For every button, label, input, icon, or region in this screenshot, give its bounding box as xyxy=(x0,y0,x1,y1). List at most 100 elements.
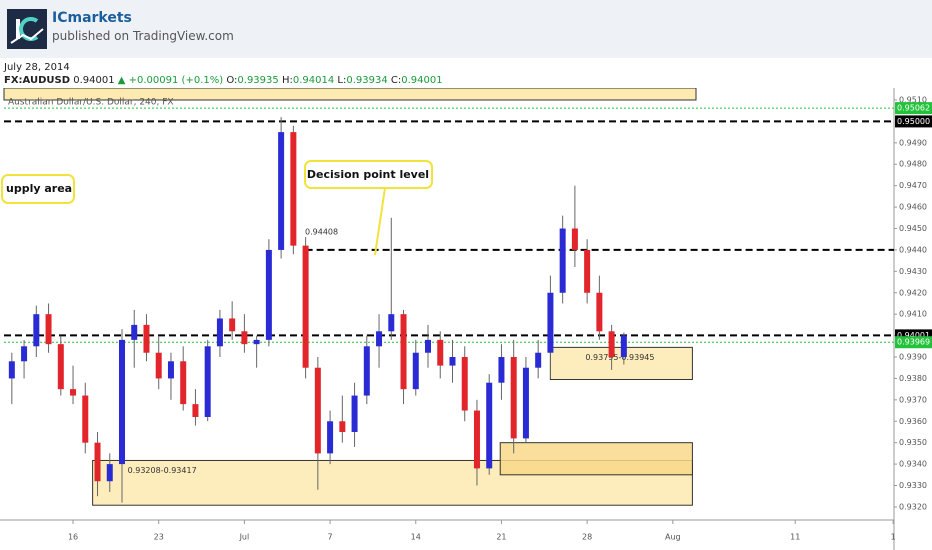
candle-body xyxy=(131,324,138,340)
candle-body xyxy=(167,361,174,379)
y-tick-label: 0.9350 xyxy=(899,438,927,447)
candle-body xyxy=(437,339,444,366)
y-tick-label: 0.9490 xyxy=(899,138,927,147)
y-tick-label: 0.9470 xyxy=(899,181,927,190)
zone-label: 0.93208-0.93417 xyxy=(128,466,197,475)
y-tick-label: 0.9320 xyxy=(899,502,927,511)
candle-body xyxy=(253,339,260,345)
logo[interactable] xyxy=(7,9,47,49)
candle-body xyxy=(241,331,248,345)
x-tick-label: Aug xyxy=(665,533,681,542)
candle-body xyxy=(265,249,272,340)
candle-body xyxy=(94,442,101,482)
y-tick-label: 0.9450 xyxy=(899,224,927,233)
x-tick-label: 28 xyxy=(582,533,592,542)
candle-body xyxy=(155,352,162,379)
candle-body xyxy=(45,314,52,345)
candle-body xyxy=(400,314,407,390)
last: 0.94001 xyxy=(73,75,115,86)
callout-text: Decision point level xyxy=(307,168,429,181)
candle-body xyxy=(376,331,383,347)
y-tick-label: 0.9380 xyxy=(899,374,927,383)
candle-body xyxy=(584,249,591,293)
ticker: FX:AUDUSD 0.94001 ▲ +0.00091 (+0.1%) O:0… xyxy=(4,75,443,86)
price-tag-label: 0.95000 xyxy=(897,117,930,126)
candle-body xyxy=(21,346,28,362)
candle-body xyxy=(535,352,542,368)
candle-body xyxy=(57,344,64,390)
brand[interactable]: ICmarkets xyxy=(52,10,132,26)
candle-body xyxy=(8,361,15,379)
x-tick-label: 1 xyxy=(891,533,896,542)
date: July 28, 2014 xyxy=(4,62,70,73)
header: ICmarkets published on TradingView.com xyxy=(0,0,932,58)
candle-body xyxy=(473,410,480,469)
chart: 0.9320 0.9330 0.9340 0.9350 0.9360 0.9370 0.93… xyxy=(0,88,932,550)
value: 0.93934 xyxy=(346,75,388,86)
candle-body xyxy=(229,318,236,332)
label: O: xyxy=(226,75,238,86)
x-tick-label: 23 xyxy=(154,533,164,542)
symbol: FX:AUDUSD xyxy=(4,75,71,86)
candle-body xyxy=(118,339,125,465)
candle-body xyxy=(351,395,358,432)
x-tick-label: 7 xyxy=(328,533,333,542)
candle-body xyxy=(204,346,211,417)
y-tick-label: 0.9460 xyxy=(899,203,927,212)
x-tick-label: 14 xyxy=(411,533,421,542)
value: 0.93935 xyxy=(237,75,279,86)
title-box xyxy=(3,88,697,101)
label: H: xyxy=(281,75,293,86)
y-tick-label: 0.9330 xyxy=(899,481,927,490)
callout-pointer xyxy=(374,187,386,256)
callout xyxy=(1,174,75,204)
callout xyxy=(304,160,433,189)
price-tag xyxy=(895,336,932,349)
price-tag xyxy=(895,102,932,115)
y-tick-label: 0.9430 xyxy=(899,267,927,276)
candle-body xyxy=(425,339,432,353)
published: published on TradingView.com xyxy=(52,29,234,43)
candle-body xyxy=(290,132,297,246)
candle-body xyxy=(278,132,285,250)
value: 0.94014 xyxy=(292,75,335,86)
x-tick-label: 16 xyxy=(68,533,78,542)
candle-body xyxy=(82,395,89,443)
candle-body xyxy=(498,357,505,383)
candle-body xyxy=(106,464,113,482)
candle-body xyxy=(608,331,615,358)
y-tick-label: 0.9390 xyxy=(899,353,927,362)
x-tick-label: 11 xyxy=(790,533,800,542)
candle-body xyxy=(302,245,309,368)
candle-body xyxy=(314,367,321,454)
candle-body xyxy=(70,389,77,396)
x-tick-label: Jul xyxy=(239,533,250,542)
candle-body xyxy=(33,314,40,347)
y-tick-label: 0.9410 xyxy=(899,310,927,319)
candle-body xyxy=(363,346,370,396)
price-tag xyxy=(895,115,932,128)
y-tick-label: 0.9340 xyxy=(899,460,927,469)
candle-body xyxy=(327,421,334,454)
candle-body xyxy=(596,292,603,332)
value: 0.94001 xyxy=(401,75,443,86)
candle-body xyxy=(486,382,493,469)
chart-title: Australian Dollar/U.S. Dollar, 240, FX xyxy=(8,98,174,108)
y-tick-label: 0.9420 xyxy=(899,288,927,297)
candle-body xyxy=(522,367,529,439)
y-tick-label: 0.9480 xyxy=(899,160,927,169)
level-annotation: 0.94408 xyxy=(305,228,338,237)
zone-label: 0.93795-0.93945 xyxy=(585,353,654,362)
y-tick-label: 0.9360 xyxy=(899,417,927,426)
y-tick-label: 0.9440 xyxy=(899,245,927,254)
x-tick-label: 21 xyxy=(496,533,506,542)
price-tag-label: 0.95062 xyxy=(897,104,930,113)
label: C: xyxy=(390,75,402,86)
arrow: ▲ xyxy=(117,75,126,86)
candle-body xyxy=(449,357,456,366)
candle-body xyxy=(192,404,199,417)
candle-body xyxy=(388,314,395,332)
candle-body xyxy=(180,361,187,405)
candle-body xyxy=(620,335,627,358)
